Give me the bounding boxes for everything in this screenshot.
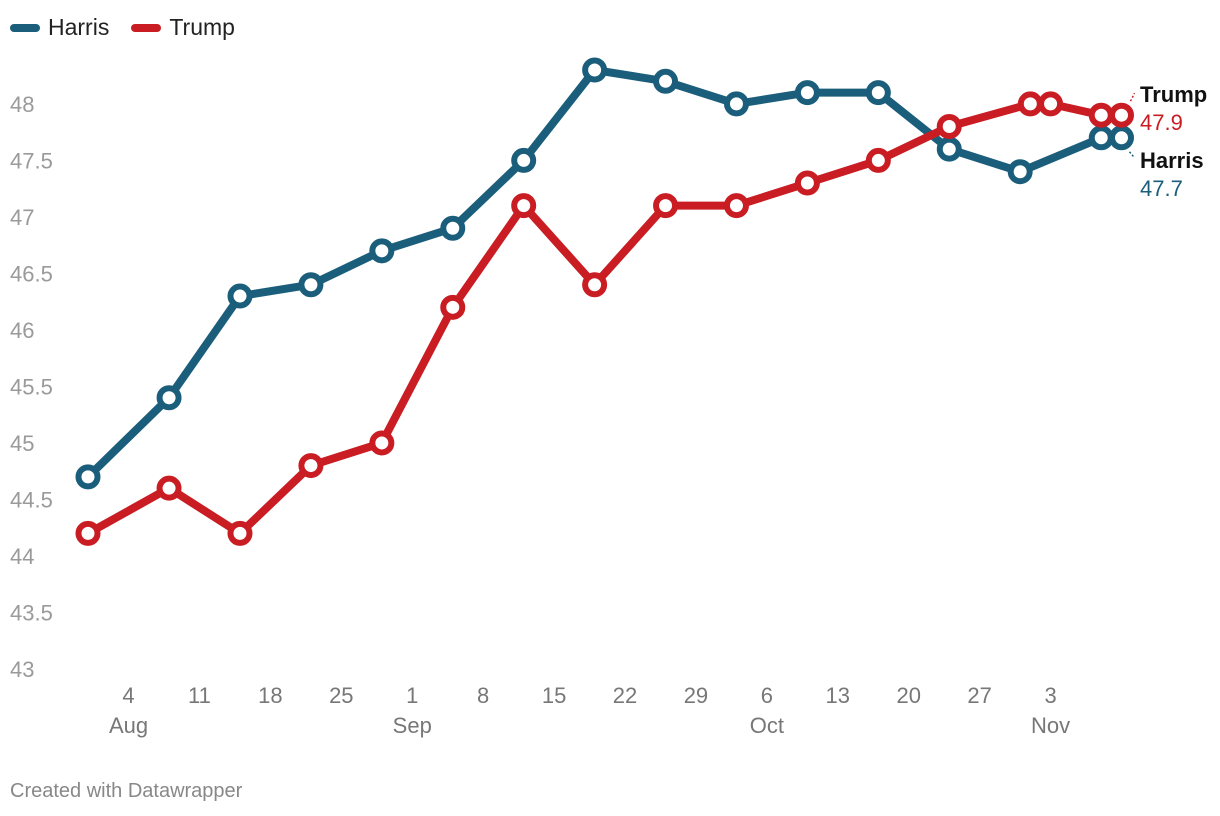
data-point-harris [511, 147, 537, 173]
data-point-harris [75, 464, 101, 490]
end-label-name-trump: Trump [1140, 82, 1207, 107]
data-point-trump [1088, 102, 1114, 128]
series-line-trump [84, 99, 1126, 538]
data-point-harris [156, 385, 182, 411]
x-month-label: Oct [750, 713, 784, 738]
y-tick-label: 46.5 [10, 261, 53, 286]
end-label-name-harris: Harris [1140, 148, 1204, 173]
x-tick-label: 25 [329, 683, 353, 708]
data-point-trump [865, 147, 891, 173]
x-tick-label: 13 [826, 683, 850, 708]
end-label-connector-trump [1129, 92, 1136, 102]
data-point-trump [1109, 102, 1134, 128]
footer-credit: Created with Datawrapper [10, 780, 243, 802]
data-point-trump [75, 520, 101, 546]
data-point-harris [1088, 125, 1114, 151]
legend-item-harris[interactable]: Harris [10, 14, 109, 41]
data-point-harris [582, 57, 608, 83]
data-point-trump [511, 193, 537, 219]
data-point-harris [936, 136, 962, 162]
data-point-harris [1007, 159, 1033, 185]
end-label-value-trump: 47.9 [1140, 110, 1183, 135]
legend-item-trump[interactable]: Trump [131, 14, 235, 41]
data-point-trump [1038, 91, 1064, 117]
y-tick-label: 43.5 [10, 600, 53, 625]
x-tick-label: 3 [1044, 683, 1056, 708]
data-point-trump [582, 272, 608, 298]
y-tick-label: 44 [10, 544, 34, 569]
data-point-trump [369, 430, 395, 456]
y-tick-label: 47 [10, 205, 34, 230]
data-point-harris [369, 238, 395, 264]
legend-swatch-trump [131, 23, 162, 32]
legend-label-harris: Harris [48, 14, 110, 40]
data-point-trump [156, 475, 182, 501]
data-point-trump [723, 193, 749, 219]
x-tick-label: 4 [122, 683, 134, 708]
data-point-harris [653, 68, 679, 94]
y-tick-label: 45 [10, 431, 34, 456]
x-month-label: Nov [1031, 713, 1070, 738]
chart-legend: Harris Trump [10, 14, 235, 41]
x-tick-label: 20 [896, 683, 920, 708]
x-tick-label: 27 [967, 683, 991, 708]
x-tick-label: 29 [684, 683, 708, 708]
y-tick-label: 45.5 [10, 374, 53, 399]
y-tick-label: 44.5 [10, 487, 53, 512]
x-tick-label: 22 [613, 683, 637, 708]
legend-label-trump: Trump [169, 14, 235, 40]
data-point-harris [1109, 125, 1134, 151]
data-point-harris [794, 80, 820, 106]
data-point-harris [227, 283, 253, 309]
data-point-trump [440, 294, 466, 320]
x-tick-label: 11 [188, 683, 211, 708]
y-tick-label: 43 [10, 657, 34, 682]
data-point-harris [298, 272, 324, 298]
y-tick-label: 47.5 [10, 148, 53, 173]
x-tick-label: 18 [258, 683, 282, 708]
data-point-harris [723, 91, 749, 117]
x-tick-label: 1 [406, 683, 418, 708]
x-tick-label: 8 [477, 683, 489, 708]
data-point-trump [1017, 91, 1043, 117]
x-tick-label: 15 [542, 683, 566, 708]
x-month-label: Sep [393, 713, 432, 738]
series-line-harris [84, 66, 1126, 481]
y-tick-label: 46 [10, 318, 34, 343]
data-point-trump [227, 520, 253, 546]
legend-swatch-harris [10, 23, 40, 32]
x-tick-label: 6 [761, 683, 773, 708]
data-point-harris [865, 80, 891, 106]
end-label-value-harris: 47.7 [1140, 176, 1183, 201]
data-point-trump [936, 114, 962, 140]
data-point-trump [794, 170, 820, 196]
end-label-connector-harris [1128, 151, 1136, 159]
y-tick-label: 48 [10, 92, 34, 117]
data-point-trump [298, 453, 324, 479]
data-point-harris [440, 215, 466, 241]
data-point-trump [653, 193, 679, 219]
x-month-label: Aug [109, 713, 148, 738]
